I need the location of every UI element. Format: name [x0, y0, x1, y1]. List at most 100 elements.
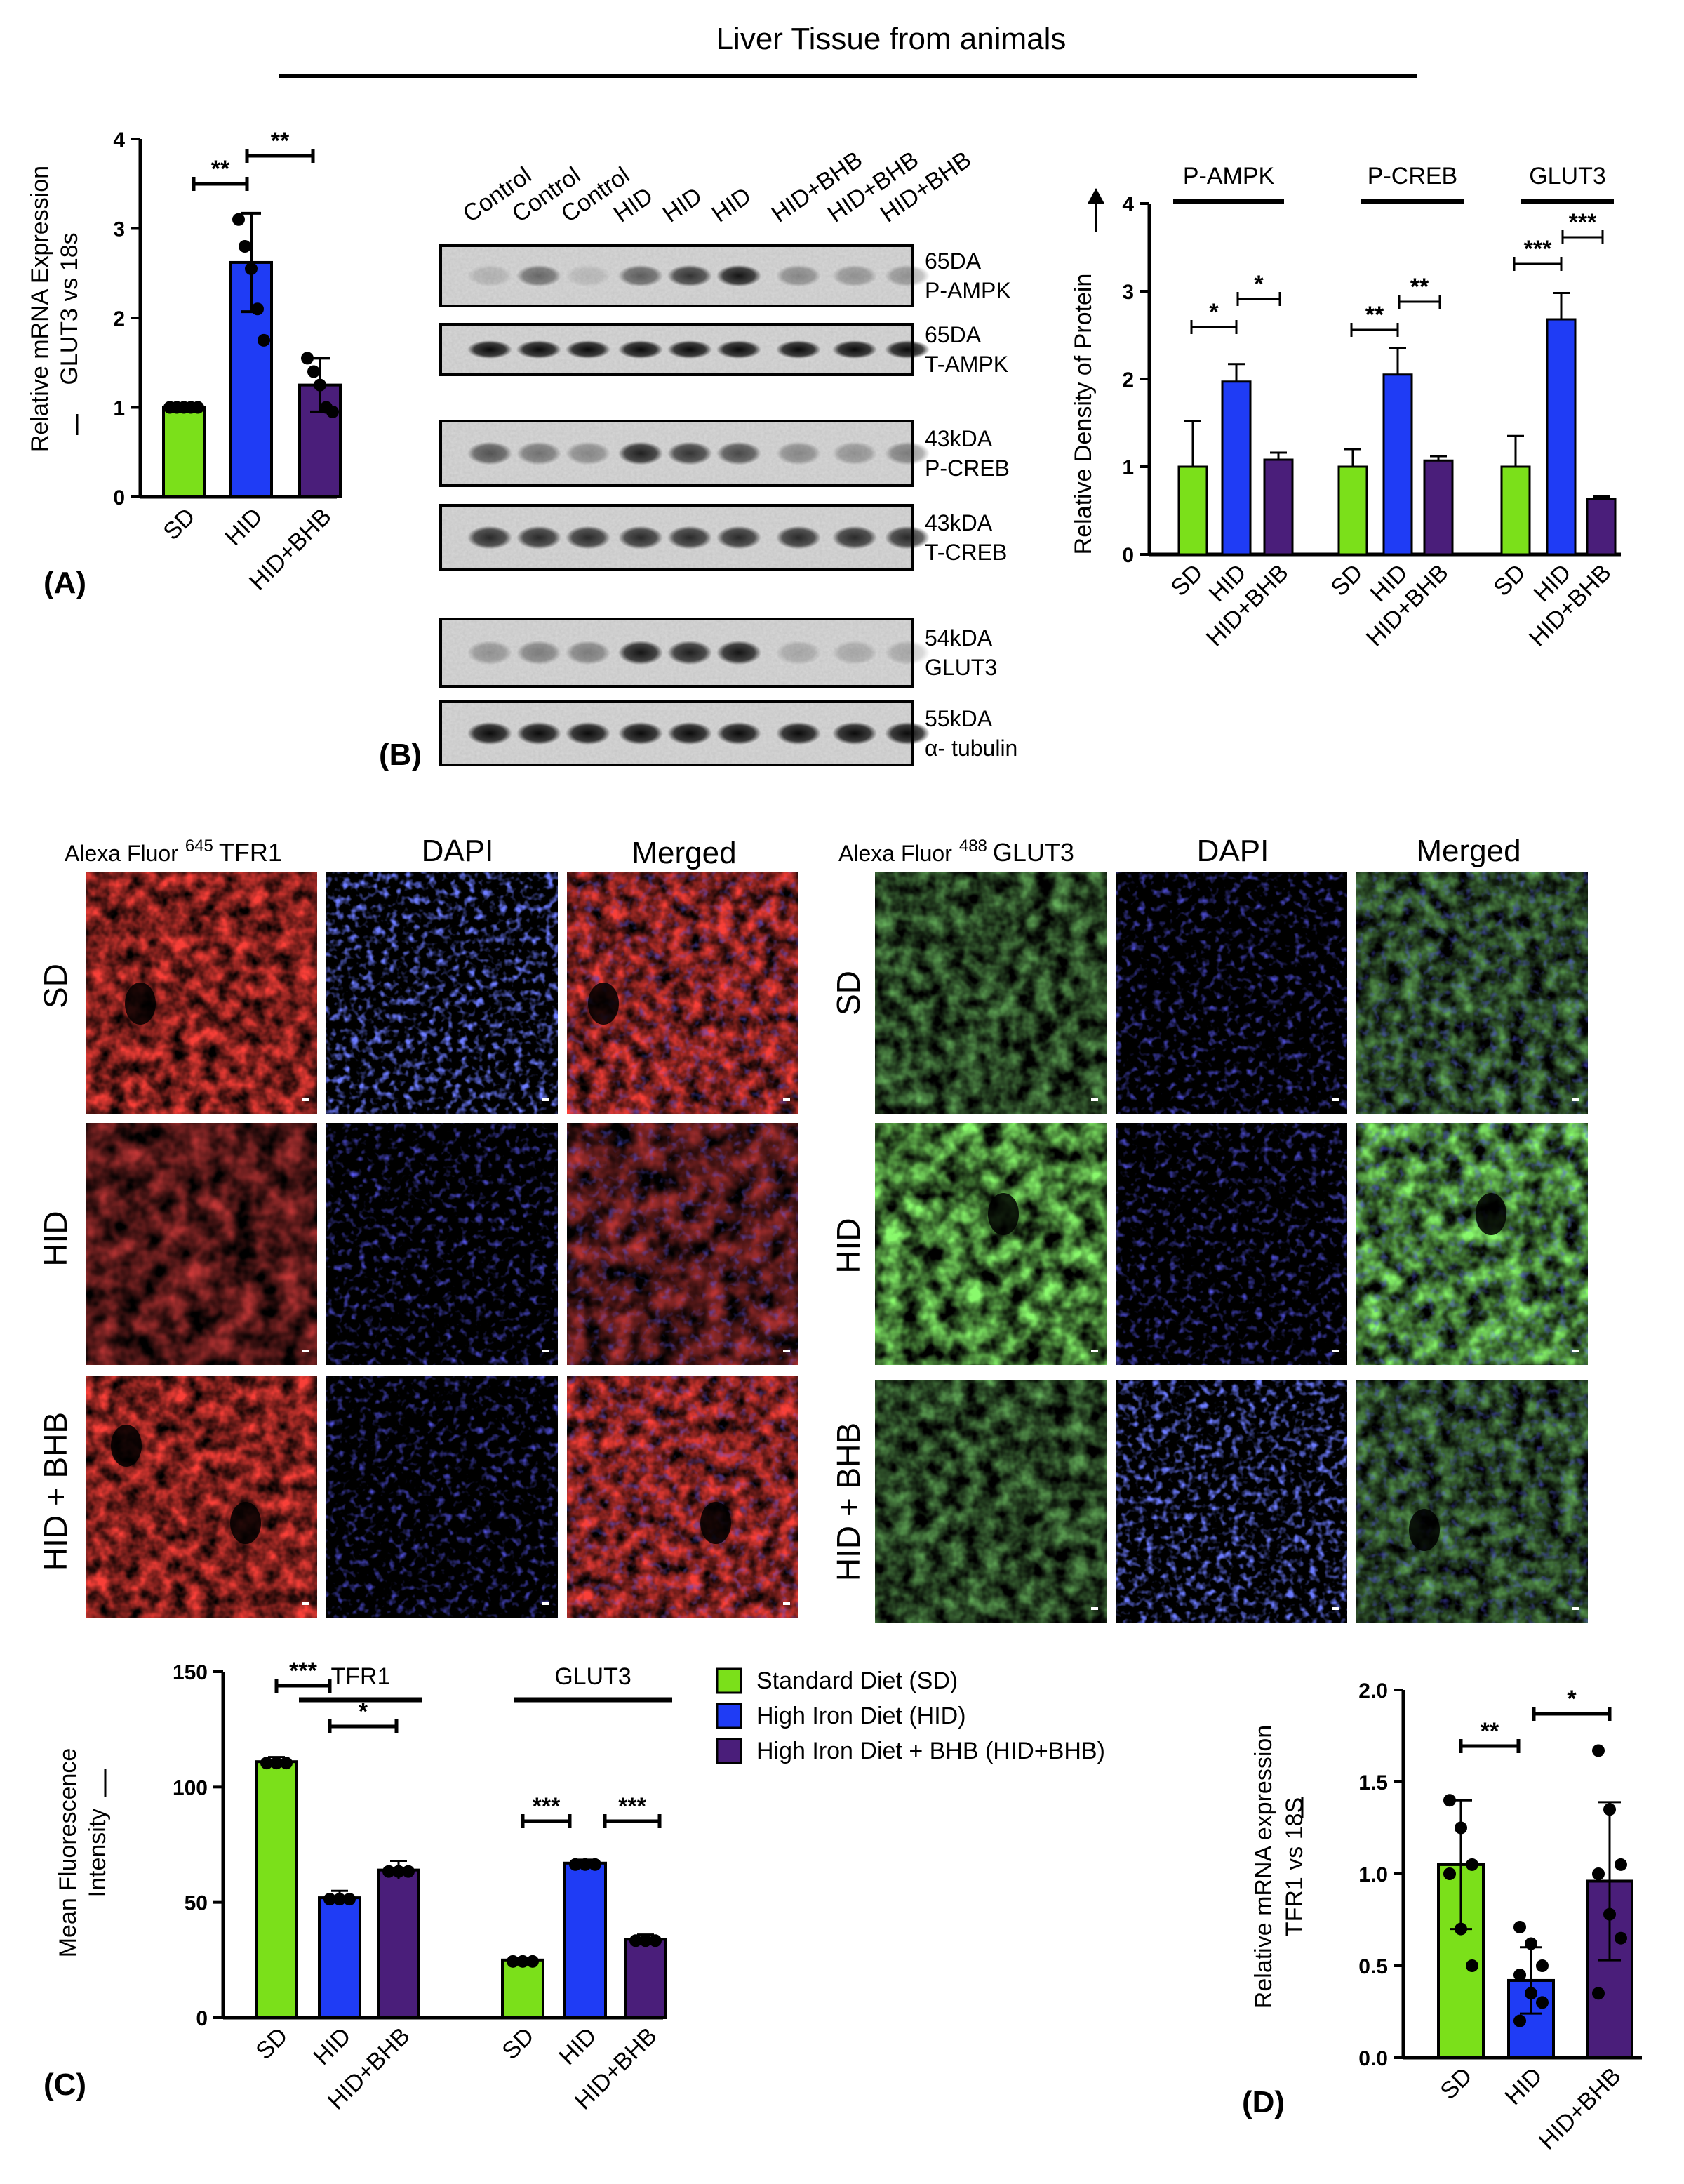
blot-band: [716, 340, 761, 359]
if-right-hid-glut3-texture: [875, 1123, 1107, 1365]
blot-band: [467, 441, 512, 465]
panel-c-ylabel: Mean Fluorescence: [55, 1748, 81, 1958]
panel-b-ytick-label: 1: [1122, 456, 1134, 479]
panel-d-point: [1455, 1922, 1467, 1936]
blot-band: [516, 640, 561, 665]
panel-c-sig-label: ***: [618, 1793, 646, 1820]
blot-band: [716, 640, 761, 665]
if-left-hidbhb-dapi-texture: [326, 1376, 558, 1618]
scale-bar-icon: [1572, 1098, 1579, 1101]
panel-d-point: [1466, 1858, 1478, 1871]
vessel-blob: [1476, 1193, 1506, 1235]
panel-a-point: [314, 378, 326, 392]
panel-d-ylabel: TFR1 vs 18S: [1281, 1797, 1308, 1936]
figure-title: Liver Tissue from animals: [716, 22, 1067, 56]
panel-b-sig-label: *: [1209, 299, 1219, 326]
if-right-sd-glut3-texture: [875, 872, 1107, 1114]
scale-bar-icon: [302, 1350, 309, 1352]
scale-bar-icon: [1091, 1098, 1098, 1101]
vessel-blob: [588, 983, 619, 1025]
scale-bar-icon: [542, 1602, 549, 1605]
panel-a-point: [239, 240, 251, 253]
blot-band: [885, 526, 930, 550]
panel-b-sig-label: ***: [1569, 209, 1597, 236]
panel-a-sig-label: **: [211, 156, 230, 182]
panel-b-sig-label: **: [1410, 274, 1429, 300]
blot-kda: 43kDA: [925, 510, 993, 535]
blot-band: [885, 441, 930, 465]
panel-d-xlabel: HID: [1499, 2063, 1547, 2110]
panel-c-point: [639, 1934, 652, 1947]
blot-band: [516, 340, 561, 359]
blot-kda: 65DA: [925, 248, 982, 274]
panel-d-point: [1525, 1987, 1537, 2000]
panel-b-group-label: GLUT3: [1529, 163, 1606, 189]
panel-b-xlabel: SD: [1165, 559, 1208, 601]
legend-swatch-hid: [716, 1703, 742, 1729]
blot-band: [885, 340, 930, 359]
if-images: [86, 872, 1588, 1623]
blot-band: [566, 526, 610, 550]
blot-name: T-AMPK: [925, 352, 1008, 377]
panel-d-point: [1513, 1969, 1526, 1982]
blot-band: [618, 640, 663, 665]
panel-a-point: [307, 365, 320, 378]
panel-b-bar-glut3-hid: [1546, 318, 1577, 556]
panel-c-point: [526, 1955, 539, 1968]
if-left-hid-tfr1-texture: [86, 1123, 317, 1365]
blot-band: [776, 526, 821, 550]
panel-c-point: [323, 1893, 336, 1906]
scale-bar-icon: [542, 1350, 549, 1352]
blot-band: [467, 265, 512, 287]
blot-band: [566, 721, 610, 745]
panel-c-xlabel: SD: [250, 2023, 293, 2065]
panel-c-sig-label: ***: [289, 1658, 317, 1684]
panel-c-point: [343, 1893, 356, 1906]
blot-band: [885, 265, 930, 287]
if-right-head-3: Merged: [1416, 834, 1521, 868]
panel-c-ytick-label: 0: [196, 2007, 208, 2030]
if-right-headers: Alexa Fluor 488 GLUT3 DAPI Merged: [838, 834, 1521, 868]
panel-b-xlabel: SD: [1325, 559, 1368, 601]
panel-c-point: [260, 1757, 273, 1770]
if-left-head-3: Merged: [632, 836, 736, 870]
legend: Standard Diet (SD) High Iron Diet (HID) Hi…: [716, 1667, 1105, 1764]
panel-b-ylabel: Relative Density of Protein: [1070, 274, 1097, 555]
panel-d-point: [1536, 1996, 1549, 2009]
panel-d-ylabel: Relative mRNA expression: [1250, 1725, 1277, 2009]
scale-bar-icon: [1572, 1350, 1579, 1352]
blot-kda: 65DA: [925, 322, 982, 347]
blot-kda: 43kDA: [925, 426, 993, 451]
panel-b-ytick-label: 3: [1122, 281, 1134, 304]
scale-bar-icon: [1091, 1607, 1098, 1610]
panel-b-bar-glut3-sd: [1500, 465, 1531, 556]
scale-bar-icon: [783, 1098, 790, 1101]
panel-b-ytick-label: 4: [1122, 193, 1134, 216]
blot-band: [832, 265, 877, 287]
blot-band: [566, 640, 610, 665]
panel-c-point: [516, 1955, 529, 1968]
panel-c-xlabel: HID: [308, 2023, 356, 2070]
blot-band: [776, 640, 821, 665]
panel-c-bar-glut3-sd: [501, 1958, 544, 2019]
panel-b-bar-p-creb-sd: [1337, 465, 1368, 556]
blot-band: [716, 721, 761, 745]
blot-band: [467, 526, 512, 550]
panel-a-point: [232, 213, 245, 226]
if-right-head-2: DAPI: [1197, 834, 1269, 868]
panel-b-xlabel: HID+BHB: [1201, 559, 1294, 652]
panel-b-arrowhead-icon: [1088, 188, 1104, 204]
blot-band: [832, 526, 877, 550]
panel-d-ytick-label: 1.0: [1358, 1863, 1388, 1886]
panel-a-ylabel: Relative mRNA Expression: [27, 166, 53, 452]
if-right-hid-merged-overlay: [1356, 1123, 1588, 1365]
blot-band: [467, 340, 512, 359]
panel-d-point: [1592, 1987, 1605, 2000]
scale-bar-icon: [1332, 1098, 1339, 1101]
blot-band: [776, 441, 821, 465]
blot-band: [832, 640, 877, 665]
blot-band: [516, 265, 561, 287]
panel-d-point: [1536, 1959, 1549, 1972]
